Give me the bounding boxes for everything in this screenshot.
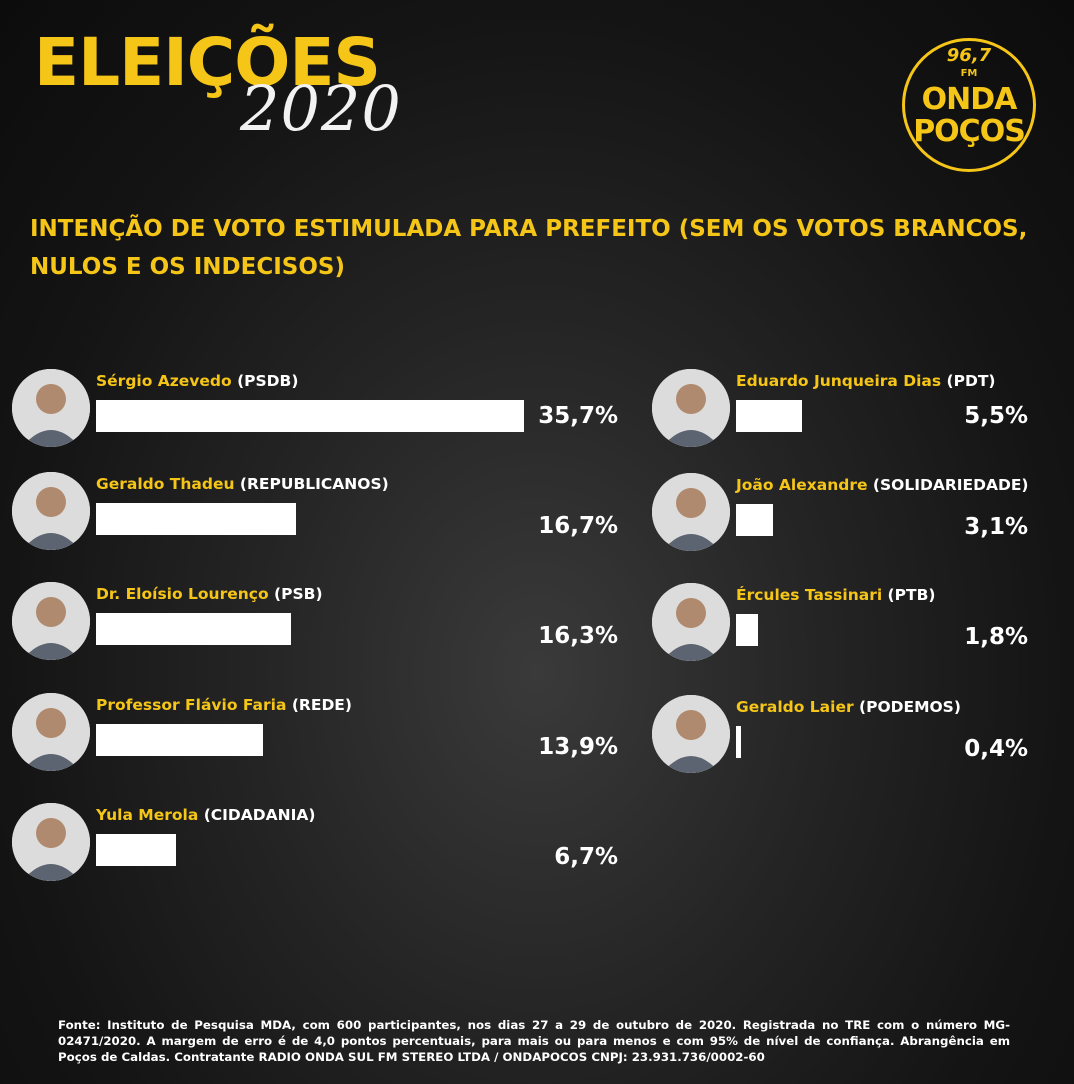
candidate-name: Ércules Tassinari (PTB)	[736, 585, 935, 605]
vote-percentage-label: 6,7%	[554, 844, 618, 870]
candidate-photo	[12, 803, 90, 881]
candidate-party: (REPUBLICANOS)	[234, 475, 389, 493]
candidate-name-text: Professor Flávio Faria	[96, 696, 287, 714]
candidate-name-text: Dr. Eloísio Lourenço	[96, 585, 269, 603]
candidate-name: Dr. Eloísio Lourenço (PSB)	[96, 584, 323, 604]
vote-bar	[96, 724, 263, 756]
candidate-name: Professor Flávio Faria (REDE)	[96, 695, 352, 715]
candidate-party: (SOLIDARIEDADE)	[867, 476, 1029, 494]
vote-percentage-label: 16,7%	[538, 513, 618, 539]
vote-percentage-label: 13,9%	[538, 734, 618, 760]
candidate-photo	[12, 582, 90, 660]
vote-percentage-label: 1,8%	[964, 624, 1028, 650]
vote-bar	[736, 614, 758, 646]
vote-bar	[96, 834, 176, 866]
candidate-name: Sérgio Azevedo (PSDB)	[96, 371, 298, 391]
candidate-name: Geraldo Thadeu (REPUBLICANOS)	[96, 474, 389, 494]
candidate-party: (REDE)	[286, 696, 352, 714]
candidate-photo	[12, 693, 90, 771]
title-eleicoes: ELEIÇÕES	[34, 24, 381, 101]
vote-bar	[736, 504, 773, 536]
vote-bar	[96, 503, 296, 535]
candidate-name-text: Geraldo Thadeu	[96, 475, 235, 493]
vote-bar	[736, 400, 802, 432]
vote-bar	[96, 400, 524, 432]
logo-line2: POÇOS	[913, 114, 1026, 149]
candidate-name-text: Yula Merola	[96, 806, 199, 824]
vote-percentage-label: 35,7%	[538, 403, 618, 429]
candidate-photo	[12, 369, 90, 447]
vote-percentage-label: 5,5%	[964, 403, 1028, 429]
candidate-name: Yula Merola (CIDADANIA)	[96, 805, 315, 825]
candidate-name: João Alexandre (SOLIDARIEDADE)	[736, 475, 1029, 495]
candidate-name-text: Sérgio Azevedo	[96, 372, 232, 390]
vote-percentage-label: 3,1%	[964, 514, 1028, 540]
vote-bar	[96, 613, 291, 645]
logo-line1: ONDA	[921, 82, 1018, 117]
logo-frequency: 96,7	[946, 45, 992, 66]
candidate-party: (PSDB)	[231, 372, 299, 390]
candidate-name: Eduardo Junqueira Dias (PDT)	[736, 371, 996, 391]
vote-bar	[736, 726, 741, 758]
candidate-photo	[652, 583, 730, 661]
vote-percentage-label: 16,3%	[538, 623, 618, 649]
candidate-party: (CIDADANIA)	[198, 806, 316, 824]
chart-title: INTENÇÃO DE VOTO ESTIMULADA PARA PREFEIT…	[30, 216, 1028, 280]
candidate-name-text: Geraldo Laier	[736, 698, 854, 716]
candidate-name-text: João Alexandre	[736, 476, 868, 494]
candidate-party: (PODEMOS)	[853, 698, 961, 716]
candidate-photo	[12, 472, 90, 550]
candidate-party: (PTB)	[882, 586, 936, 604]
candidate-party: (PSB)	[268, 585, 323, 603]
candidate-name-text: Ércules Tassinari	[736, 586, 883, 604]
logo-band: FM	[960, 68, 978, 79]
candidate-photo	[652, 473, 730, 551]
radio-logo: 96,7 FM ONDA POÇOS	[902, 38, 1036, 172]
vote-percentage-label: 0,4%	[964, 736, 1028, 762]
candidate-photo	[652, 369, 730, 447]
candidate-photo	[652, 695, 730, 773]
title-year: 2020	[240, 72, 402, 145]
candidate-party: (PDT)	[941, 372, 996, 390]
source-note: Fonte: Instituto de Pesquisa MDA, com 60…	[58, 1018, 1010, 1064]
candidate-name-text: Eduardo Junqueira Dias	[736, 372, 942, 390]
candidate-name: Geraldo Laier (PODEMOS)	[736, 697, 961, 717]
